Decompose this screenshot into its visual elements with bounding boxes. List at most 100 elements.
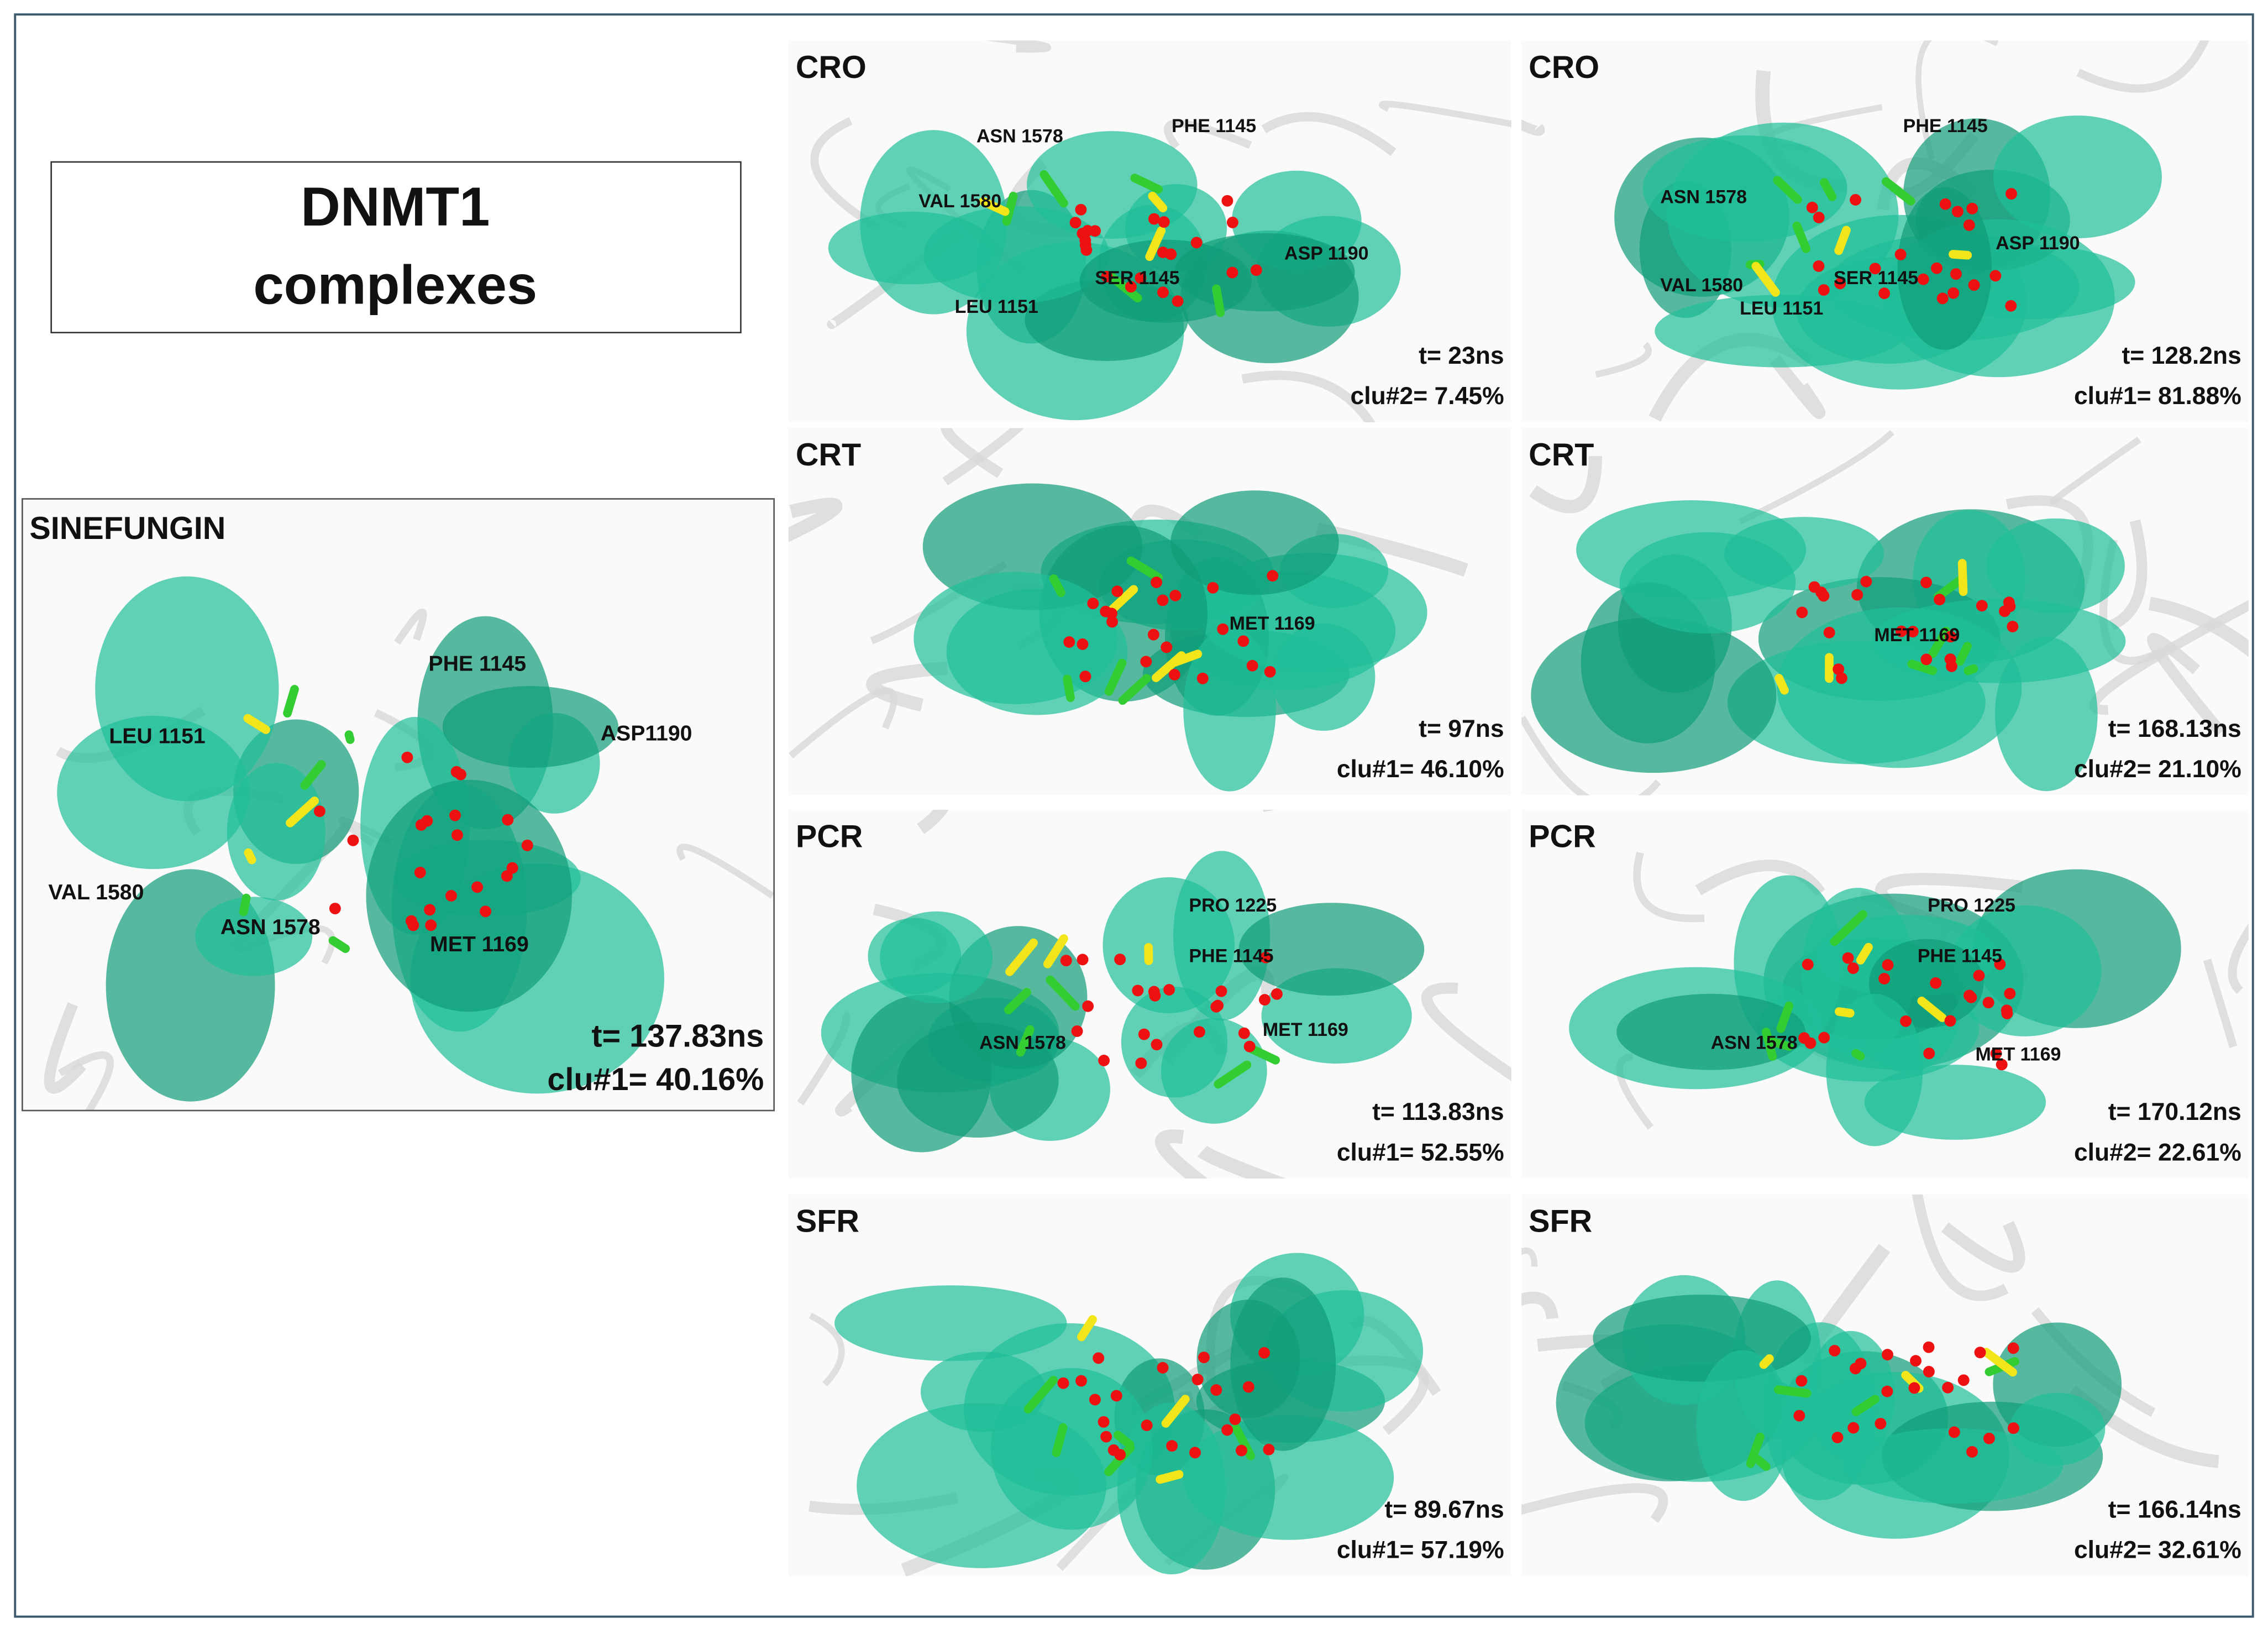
- panel-label: CRT: [796, 437, 861, 473]
- ligand-atom: [1950, 268, 1962, 280]
- ligand-atom: [1089, 1394, 1101, 1406]
- residue-stick: [1955, 642, 1972, 666]
- ligand-atom: [1158, 216, 1170, 228]
- surface-blob: [1727, 641, 1986, 764]
- residue-label: PHE 1145: [1172, 116, 1256, 137]
- surface-blob: [1993, 115, 2162, 239]
- ligand-atom: [1100, 605, 1112, 617]
- ligand-atom: [1093, 1352, 1105, 1364]
- title-line: DNMT1: [301, 176, 490, 238]
- residue-stick: [1169, 650, 1203, 667]
- ligand-atom: [1944, 653, 1956, 666]
- ligand-atom: [1910, 1355, 1922, 1367]
- residue-stick: [1830, 910, 1867, 946]
- title-line: complexes: [253, 254, 537, 316]
- ligand-atom: [1264, 666, 1276, 678]
- surface-blob: [1807, 1331, 1895, 1461]
- surface-blob: [195, 897, 313, 976]
- residue-stick: [1982, 1348, 2017, 1377]
- residue-stick: [1049, 574, 1065, 598]
- residue-stick: [1765, 1036, 1794, 1051]
- surface-blob: [1272, 623, 1376, 731]
- ligand-atom: [1107, 1444, 1120, 1456]
- panel-border: [22, 498, 775, 1112]
- ligand-atom: [1869, 263, 1881, 275]
- residue-label: ASN 1578: [1711, 1033, 1798, 1054]
- cluster-label: clu#1= 57.19%: [1337, 1537, 1504, 1564]
- cluster-label: clu#1= 52.55%: [1337, 1139, 1504, 1166]
- ligand-atom: [1190, 237, 1203, 249]
- ligand-atom: [1875, 1417, 1887, 1429]
- ligand-atom: [1157, 247, 1169, 258]
- residue-stick: [1746, 1432, 1765, 1468]
- residue-stick: [1917, 996, 1947, 1022]
- residue-label: ASP 1190: [1284, 243, 1369, 264]
- protein-ribbon: [1197, 1145, 1286, 1179]
- residue-stick: [1113, 1431, 1135, 1449]
- residue-stick: [1835, 1007, 1855, 1018]
- ligand-atom: [1944, 1015, 1956, 1027]
- ligand-atom: [480, 905, 492, 918]
- ligand-atom: [1075, 1375, 1087, 1387]
- ligand-atom: [1087, 598, 1099, 610]
- time-label: t= 166.14ns: [2108, 1496, 2241, 1523]
- residue-label: ASN 1578: [977, 125, 1063, 146]
- ligand-atom: [1847, 962, 1859, 975]
- ligand-atom: [1813, 260, 1825, 272]
- time-label: t= 113.83ns: [1372, 1098, 1504, 1125]
- ligand-atom: [1079, 671, 1091, 683]
- ligand-atom: [1242, 1381, 1254, 1393]
- ligand-atom: [1157, 286, 1169, 298]
- panel-label: CRT: [1529, 437, 1594, 473]
- ligand-atom: [445, 890, 457, 902]
- residue-label: ASP 1190: [1996, 233, 2080, 254]
- residue-stick: [286, 797, 319, 828]
- protein-ribbon: [1521, 715, 1661, 795]
- residue-stick: [1247, 1044, 1280, 1065]
- ligand-atom: [2006, 188, 2018, 200]
- time-label: t= 168.13ns: [2108, 715, 2241, 742]
- ligand-atom: [1207, 582, 1219, 594]
- ligand-atom: [1098, 1416, 1110, 1428]
- protein-ribbon: [1261, 112, 1397, 156]
- ligand-atom: [1908, 1382, 1920, 1394]
- panel: [1521, 40, 2249, 422]
- ligand-atom: [1198, 1352, 1210, 1364]
- ligand-atom: [424, 904, 436, 916]
- residue-label: PHE 1145: [1918, 946, 2002, 967]
- residue-stick: [1851, 1395, 1880, 1416]
- ligand-atom: [1237, 635, 1250, 647]
- surface-blob: [914, 572, 1118, 704]
- ligand-atom: [1934, 594, 1946, 606]
- residue-stick: [1046, 975, 1080, 1011]
- ligand-atom: [1226, 266, 1238, 279]
- surface-blob: [1121, 987, 1228, 1098]
- time-label: t= 23ns: [1419, 342, 1504, 369]
- ligand-atom: [1965, 991, 1977, 1003]
- residue-label: MET 1169: [1230, 613, 1315, 634]
- protein-ribbon: [1164, 119, 1252, 150]
- ligand-atom: [1082, 225, 1094, 237]
- ligand-atom: [1138, 1028, 1150, 1040]
- residue-stick: [1834, 226, 1851, 255]
- protein-ribbon: [809, 1312, 845, 1387]
- residue-stick: [1928, 626, 1951, 658]
- ligand-atom: [1250, 264, 1262, 276]
- ligand-atom: [1161, 641, 1173, 653]
- residue-stick: [1214, 1060, 1252, 1089]
- time-label: t= 128.2ns: [2122, 342, 2241, 369]
- protein-ribbon: [1529, 456, 1602, 514]
- residue-stick: [1964, 664, 1978, 675]
- ligand-atom: [1106, 616, 1118, 628]
- residue-stick: [1077, 1315, 1097, 1342]
- residue-stick: [1023, 1376, 1058, 1413]
- ligand-atom: [1157, 594, 1169, 606]
- ligand-atom: [1166, 1440, 1178, 1452]
- panel: [788, 809, 1511, 1179]
- surface-blob: [1593, 1294, 1811, 1382]
- ligand-atom: [1808, 581, 1820, 593]
- protein-ribbon: [1521, 1483, 1668, 1523]
- ligand-atom: [414, 866, 426, 878]
